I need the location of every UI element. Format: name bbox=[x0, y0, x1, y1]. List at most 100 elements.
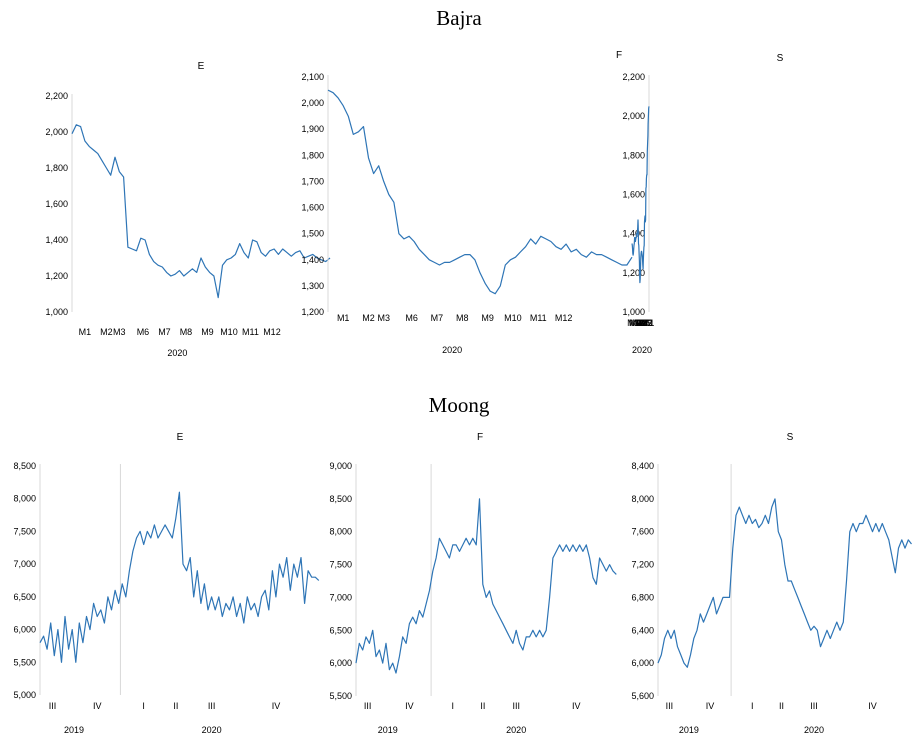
moong-f-x-tick-label: III bbox=[364, 701, 372, 711]
bajra-s-series-line bbox=[631, 106, 650, 284]
bajra-f-x-tick-label: M2 bbox=[362, 313, 375, 323]
moong-s-y-tick-label: 7,600 bbox=[631, 527, 654, 537]
moong-f-y-tick-label: 8,500 bbox=[329, 494, 352, 504]
bajra-s-x-tick-label: M9 bbox=[634, 318, 647, 328]
moong-s-x-tick-label: I bbox=[751, 701, 754, 711]
moong-e-y-tick-label: 6,000 bbox=[13, 625, 36, 635]
moong-s-y-tick-label: 5,600 bbox=[631, 691, 654, 701]
bajra-e-x-tick-label: M3 bbox=[113, 327, 126, 337]
bajra-s-x-tick-label: M11 bbox=[629, 318, 646, 328]
bajra-e-y-tick-label: 1,800 bbox=[45, 163, 68, 173]
moong-e-y-tick-label: 5,500 bbox=[13, 657, 36, 667]
moong-s-x-group-label: 2020 bbox=[804, 725, 824, 735]
bajra-e-x-group-label: 2020 bbox=[167, 348, 187, 358]
moong-f-x-group-label: 2019 bbox=[378, 725, 398, 735]
bajra-s-x-tick-label: M12 bbox=[627, 318, 645, 328]
moong-e-x-tick-label: III bbox=[49, 701, 57, 711]
moong-e-y-tick-label: 8,000 bbox=[13, 494, 36, 504]
bajra-s-y-tick-label: 2,200 bbox=[622, 72, 645, 82]
bajra-f-y-tick-label: 1,400 bbox=[301, 255, 324, 265]
moong-s-y-tick-label: 8,000 bbox=[631, 494, 654, 504]
moong-e-series-line bbox=[39, 491, 320, 663]
bajra-f-y-tick-label: 2,100 bbox=[301, 72, 324, 82]
moong-e-y-tick-label: 7,000 bbox=[13, 559, 36, 569]
section-title-moong: Moong bbox=[428, 393, 490, 417]
moong-e-x-tick-label: I bbox=[142, 701, 145, 711]
moong-e-y-tick-label: 5,000 bbox=[13, 690, 36, 700]
bajra-f-y-tick-label: 1,600 bbox=[301, 203, 324, 213]
bajra-f-y-tick-label: 1,700 bbox=[301, 176, 324, 186]
moong-s-x-tick-label: IV bbox=[706, 701, 715, 711]
moong-f-x-tick-label: III bbox=[512, 701, 520, 711]
bajra-e-x-tick-label: M2 bbox=[100, 327, 113, 337]
moong-f-y-tick-label: 7,000 bbox=[329, 592, 352, 602]
bajra-s-chart: S 1,000 1,200 1,400 1,600 1,800 2,000 2,200 M1M2… bbox=[622, 53, 784, 355]
bajra-f-y-tick-label: 1,800 bbox=[301, 150, 324, 160]
moong-s-x-tick-label: II bbox=[779, 701, 784, 711]
moong-f-y-tick-label: 9,000 bbox=[329, 461, 352, 471]
bajra-s-x-tick-label: M6 bbox=[638, 318, 651, 328]
bajra-f-x-tick-label: M7 bbox=[431, 313, 444, 323]
bajra-s-y-tick-label: 1,400 bbox=[622, 229, 645, 239]
bajra-e-x-tick-label: M12 bbox=[263, 327, 281, 337]
moong-s-x-tick-label: III bbox=[666, 701, 674, 711]
moong-s-y-tick-label: 8,400 bbox=[631, 461, 654, 471]
bajra-e-y-tick-label: 2,000 bbox=[45, 127, 68, 137]
bajra-s-chart-title: S bbox=[777, 53, 784, 64]
bajra-f-x-tick-label: M9 bbox=[481, 313, 494, 323]
bajra-e-x-tick-label: M7 bbox=[158, 327, 171, 337]
moong-e-y-tick-label: 6,500 bbox=[13, 592, 36, 602]
moong-f-x-tick-label: IV bbox=[572, 701, 581, 711]
moong-f-x-tick-label: I bbox=[452, 701, 455, 711]
moong-s-y-tick-label: 6,800 bbox=[631, 592, 654, 602]
bajra-f-x-tick-label: M11 bbox=[530, 313, 547, 323]
moong-s-chart-title: S bbox=[787, 432, 794, 443]
bajra-s-y-tick-label: 1,000 bbox=[622, 307, 645, 317]
bajra-s-y-tick-label: 2,000 bbox=[622, 111, 645, 121]
bajra-f-y-tick-label: 1,200 bbox=[301, 307, 324, 317]
moong-f-series-line bbox=[355, 498, 617, 674]
moong-e-x-group-label: 2020 bbox=[202, 725, 222, 735]
moong-s-y-tick-label: 7,200 bbox=[631, 560, 654, 570]
bajra-s-x-tick-label: M8 bbox=[635, 318, 648, 328]
moong-e-x-tick-label: III bbox=[208, 701, 216, 711]
bajra-s-x-tick-label: M3 bbox=[640, 318, 653, 328]
moong-s-chart: S 5,600 6,000 6,400 6,800 7,200 7,600 8,000 8,40… bbox=[631, 432, 912, 735]
moong-e-x-tick-label: IV bbox=[272, 701, 281, 711]
moong-f-y-tick-label: 5,500 bbox=[329, 691, 352, 701]
moong-f-y-tick-label: 7,500 bbox=[329, 560, 352, 570]
moong-e-chart: E 5,000 5,500 6,000 6,500 7,000 7,500 8,000 8,50… bbox=[13, 432, 320, 735]
bajra-f-x-tick-label: M12 bbox=[555, 313, 573, 323]
moong-f-x-group-label: 2020 bbox=[506, 725, 526, 735]
moong-s-x-tick-label: IV bbox=[868, 701, 877, 711]
bajra-f-x-group-label: 2020 bbox=[442, 345, 462, 355]
bajra-f-x-tick-label: M3 bbox=[377, 313, 390, 323]
moong-s-series-line bbox=[657, 498, 912, 668]
bajra-f-x-tick-label: M8 bbox=[456, 313, 469, 323]
bajra-f-y-tick-label: 1,500 bbox=[301, 229, 324, 239]
moong-f-y-tick-label: 6,500 bbox=[329, 625, 352, 635]
bajra-s-x-tick-label: M7 bbox=[637, 318, 650, 328]
bajra-e-x-tick-label: M1 bbox=[79, 327, 92, 337]
bajra-f-y-tick-label: 2,000 bbox=[301, 98, 324, 108]
moong-f-chart-title: F bbox=[477, 432, 483, 443]
section-title-bajra: Bajra bbox=[436, 6, 482, 30]
moong-s-y-tick-label: 6,000 bbox=[631, 658, 654, 668]
moong-f-y-tick-label: 8,000 bbox=[329, 527, 352, 537]
moong-s-x-tick-label: III bbox=[810, 701, 818, 711]
bajra-s-x-tick-label: M1 bbox=[642, 318, 655, 328]
moong-e-x-group-label: 2019 bbox=[64, 725, 84, 735]
moong-e-chart-title: E bbox=[177, 432, 184, 443]
bajra-e-y-tick-label: 1,600 bbox=[45, 199, 68, 209]
bajra-f-y-tick-label: 1,900 bbox=[301, 124, 324, 134]
bajra-e-chart: E 1,000 1,200 1,400 1,600 1,800 2,000 2,200 M1 M2… bbox=[45, 61, 331, 358]
bajra-s-x-tick-label: M10 bbox=[630, 318, 648, 328]
moong-f-chart: F 5,500 6,000 6,500 7,000 7,500 8,000 8,500 9,00… bbox=[329, 432, 617, 735]
moong-s-x-group-label: 2019 bbox=[679, 725, 699, 735]
bajra-e-x-tick-label: M8 bbox=[180, 327, 193, 337]
moong-f-x-tick-label: II bbox=[480, 701, 485, 711]
bajra-e-series-line bbox=[71, 124, 331, 299]
bajra-e-y-tick-label: 1,400 bbox=[45, 235, 68, 245]
bajra-s-y-tick-label: 1,600 bbox=[622, 190, 645, 200]
bajra-f-y-tick-label: 1,300 bbox=[301, 281, 324, 291]
